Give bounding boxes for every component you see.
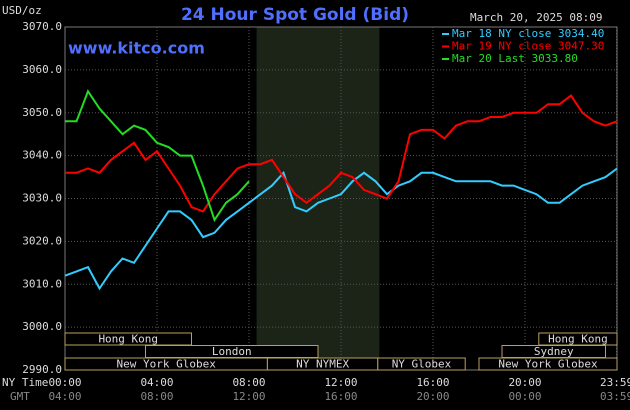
x-tick-label: 04:00: [140, 376, 173, 389]
x-tick-label: 00:00: [48, 376, 81, 389]
y-tick-label: 3050.0: [22, 106, 62, 119]
session-label: Hong Kong: [98, 333, 158, 346]
gmt-tick-label: 20:00: [416, 390, 449, 403]
session-label: Sydney: [534, 345, 574, 358]
price-line: [65, 89, 250, 223]
gmt-tick-label: 08:00: [140, 390, 173, 403]
session-label: NY NYMEX: [296, 358, 349, 371]
x-tick-label: 12:00: [324, 376, 357, 389]
session-label: NY Globex: [392, 358, 452, 371]
session-label: New York Globex: [498, 358, 598, 371]
y-tick-label: 3070.0: [22, 20, 62, 33]
chart-title: 24 Hour Spot Gold (Bid): [181, 5, 409, 25]
legend-entry: Mar 18 NY close 3034.40: [452, 27, 604, 40]
watermark: www.kitco.com: [68, 39, 205, 58]
x-tick-label: 23:59: [600, 376, 630, 389]
session-label: New York Globex: [117, 358, 217, 371]
x-row-label: NY Time: [2, 376, 48, 389]
x-tick-label: 20:00: [508, 376, 541, 389]
gmt-tick-label: 00:00: [508, 390, 541, 403]
session-box: [377, 357, 466, 371]
session-label: Hong Kong: [548, 333, 608, 346]
x-tick-label: 16:00: [416, 376, 449, 389]
y-axis-label: USD/oz: [2, 4, 42, 17]
session-box: [478, 357, 618, 371]
price-line: [65, 94, 618, 213]
x-row-label: GMT: [10, 390, 30, 403]
y-tick-label: 3020.0: [22, 234, 62, 247]
y-tick-label: 3060.0: [22, 63, 62, 76]
legend-entry: Mar 19 NY close 3047.30: [452, 40, 604, 53]
gmt-tick-label: 03:59: [600, 390, 630, 403]
session-label: London: [212, 345, 252, 358]
timestamp: March 20, 2025 08:09: [470, 11, 602, 24]
y-tick-label: 3010.0: [22, 277, 62, 290]
gmt-tick-label: 16:00: [324, 390, 357, 403]
y-tick-label: 3000.0: [22, 320, 62, 333]
session-box: [64, 332, 192, 346]
gmt-tick-label: 12:00: [232, 390, 265, 403]
legend-entry: Mar 20 Last 3033.80: [452, 52, 578, 65]
gmt-tick-label: 04:00: [48, 390, 81, 403]
y-tick-label: 3040.0: [22, 149, 62, 162]
x-tick-label: 08:00: [232, 376, 265, 389]
y-tick-label: 3030.0: [22, 192, 62, 205]
price-line: [64, 167, 618, 291]
y-tick-label: 2990.0: [22, 363, 62, 376]
